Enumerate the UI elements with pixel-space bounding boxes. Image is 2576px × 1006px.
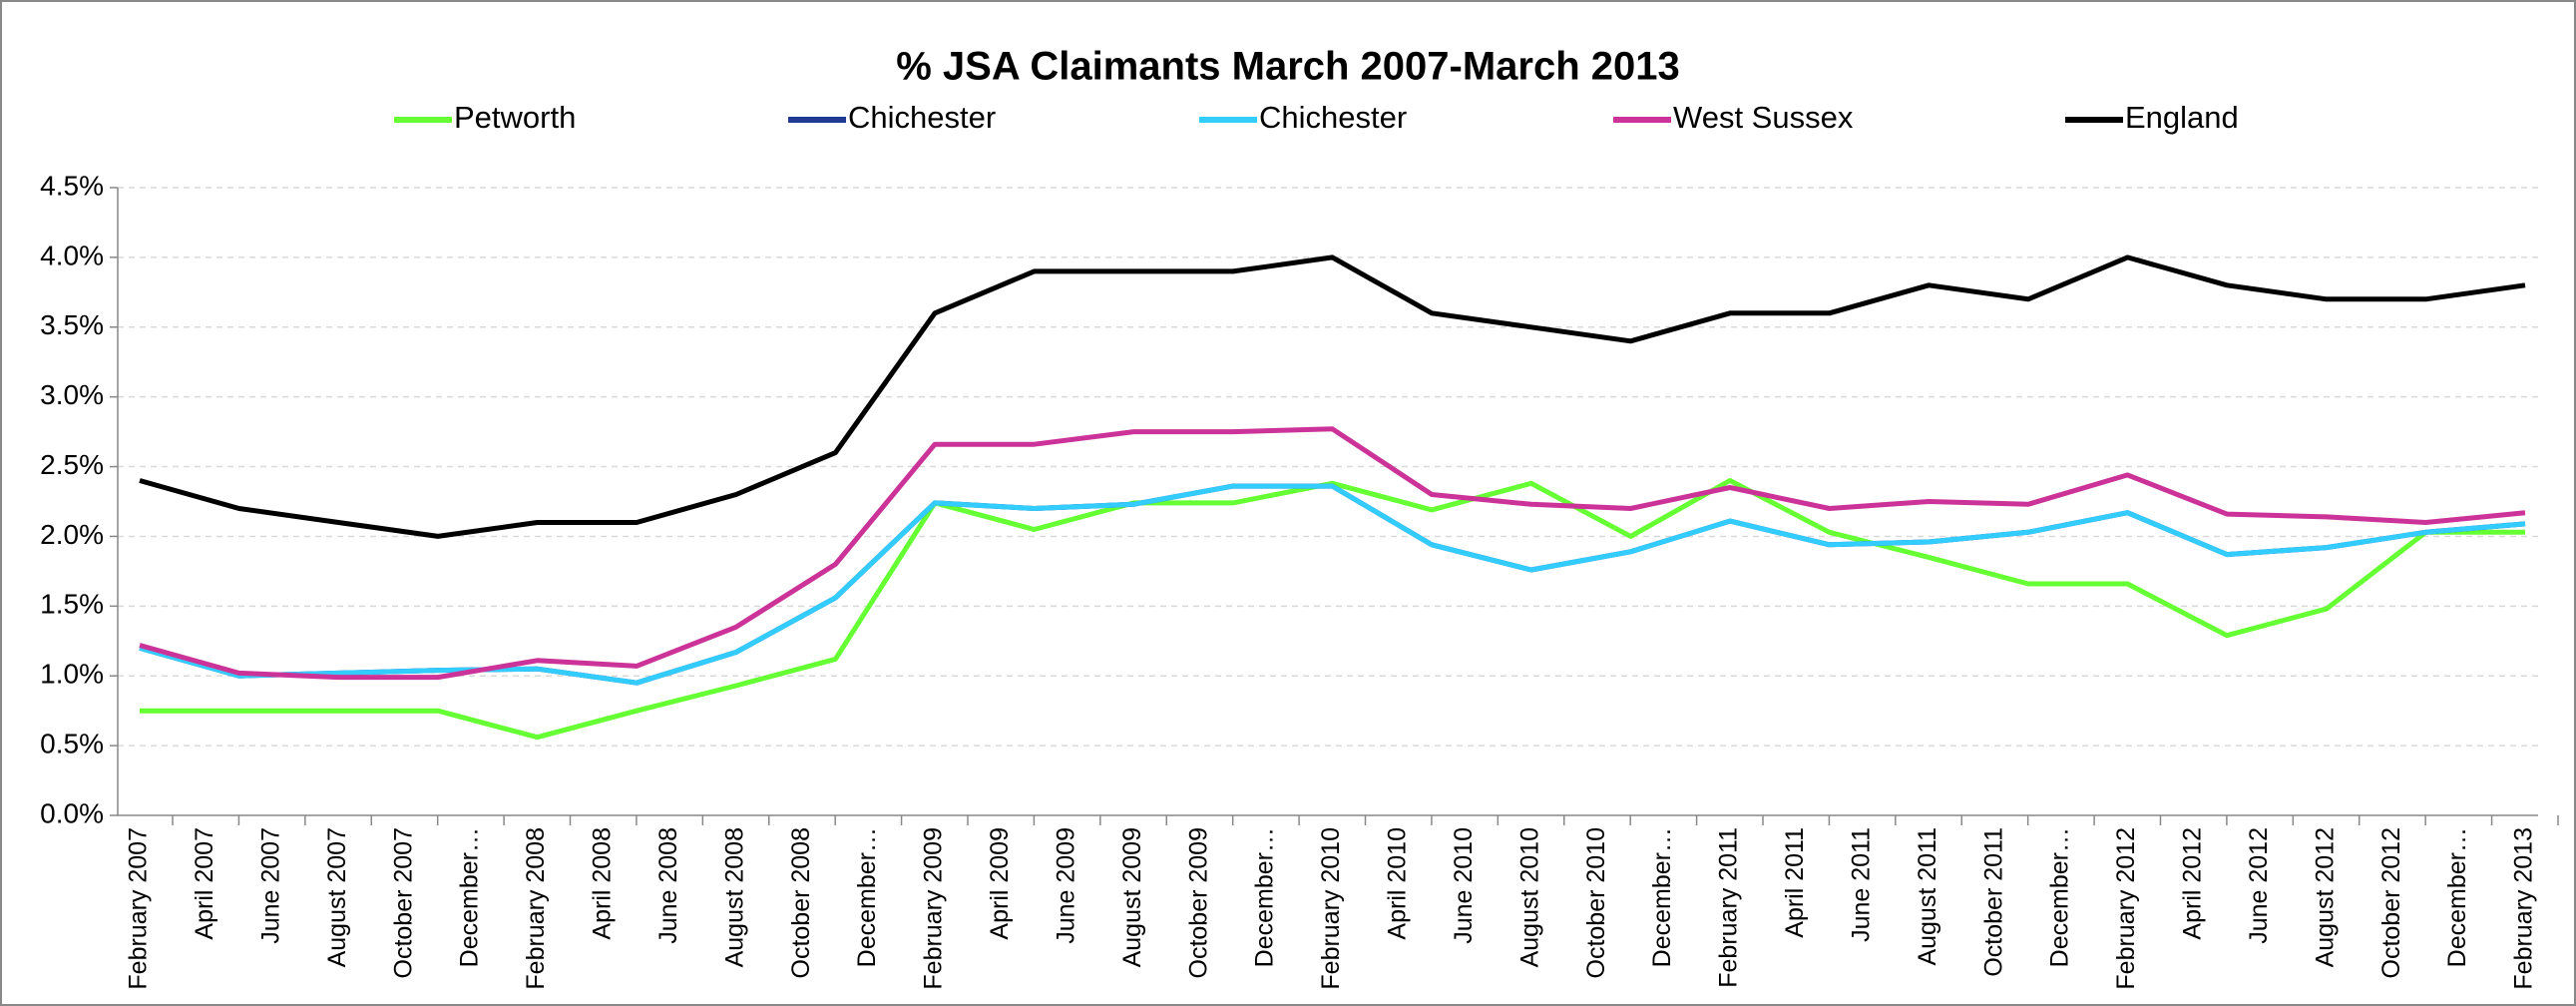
- legend-label: Petworth: [454, 100, 576, 135]
- x-tick-label: December…: [456, 827, 484, 967]
- x-tick-label: October 2012: [2377, 827, 2405, 979]
- legend-label: Chichester: [848, 100, 996, 135]
- x-tick-label: April 2011: [1781, 827, 1809, 938]
- x-tick-label: February 2009: [920, 827, 948, 990]
- x-tick-label: December…: [853, 827, 881, 967]
- x-tick-label: February 2008: [522, 827, 550, 990]
- x-tick-label: June 2011: [1847, 827, 1875, 942]
- x-tick-label: February 2013: [2510, 827, 2538, 990]
- y-tick-label: 3.0%: [40, 379, 104, 410]
- y-tick-label: 2.5%: [40, 449, 104, 480]
- x-tick-label: August 2007: [323, 827, 351, 967]
- x-tick-label: June 2009: [1052, 827, 1079, 944]
- x-tick-label: June 2010: [1450, 827, 1478, 944]
- x-tick-label: August 2009: [1118, 827, 1146, 967]
- x-tick-label: December…: [1648, 827, 1676, 967]
- x-tick-label: August 2011: [1914, 827, 1941, 966]
- x-tick-label: April 2010: [1384, 827, 1412, 940]
- x-tick-label: June 2008: [654, 827, 682, 944]
- x-tick-label: April 2007: [191, 827, 218, 940]
- y-tick-label: 0.0%: [40, 797, 104, 828]
- x-tick-label: February 2012: [2112, 827, 2140, 990]
- y-tick-label: 3.5%: [40, 309, 104, 340]
- x-tick-label: February 2011: [1715, 827, 1743, 988]
- y-tick-label: 1.0%: [40, 659, 104, 690]
- legend-label: England: [2125, 100, 2239, 135]
- y-tick-label: 2.0%: [40, 519, 104, 550]
- x-tick-label: June 2012: [2245, 827, 2273, 944]
- x-tick-label: April 2012: [2179, 827, 2207, 940]
- legend-label: Chichester: [1259, 100, 1407, 135]
- series-line: [140, 478, 2525, 741]
- series-line: [139, 254, 2526, 539]
- x-tick-label: August 2010: [1515, 827, 1543, 967]
- series-line: [139, 483, 2526, 686]
- y-tick-label: 4.0%: [40, 240, 104, 270]
- x-tick-label: August 2008: [720, 827, 748, 967]
- x-tick-label: June 2007: [256, 827, 284, 944]
- x-tick-label: April 2009: [986, 827, 1014, 940]
- x-tick-label: December…: [1251, 827, 1279, 967]
- legend-label: West Sussex: [1673, 100, 1854, 135]
- x-tick-label: October 2007: [389, 827, 417, 979]
- x-tick-label: October 2009: [1184, 827, 1212, 979]
- x-tick-label: August 2012: [2311, 827, 2339, 967]
- x-tick-label: October 2011: [1979, 827, 2007, 977]
- chart-title: % JSA Claimants March 2007-March 2013: [896, 45, 1680, 89]
- x-tick-label: February 2010: [1317, 827, 1345, 990]
- x-tick-label: April 2008: [589, 827, 617, 940]
- x-tick-label: February 2007: [125, 827, 153, 990]
- x-tick-label: October 2008: [787, 827, 815, 979]
- x-tick-label: December…: [2046, 827, 2074, 967]
- y-tick-label: 4.5%: [40, 170, 104, 201]
- series-line: [139, 426, 2526, 681]
- y-tick-label: 0.5%: [40, 729, 104, 759]
- y-tick-label: 1.5%: [40, 589, 104, 620]
- x-tick-label: October 2010: [1582, 827, 1610, 979]
- x-tick-label: December…: [2443, 827, 2471, 967]
